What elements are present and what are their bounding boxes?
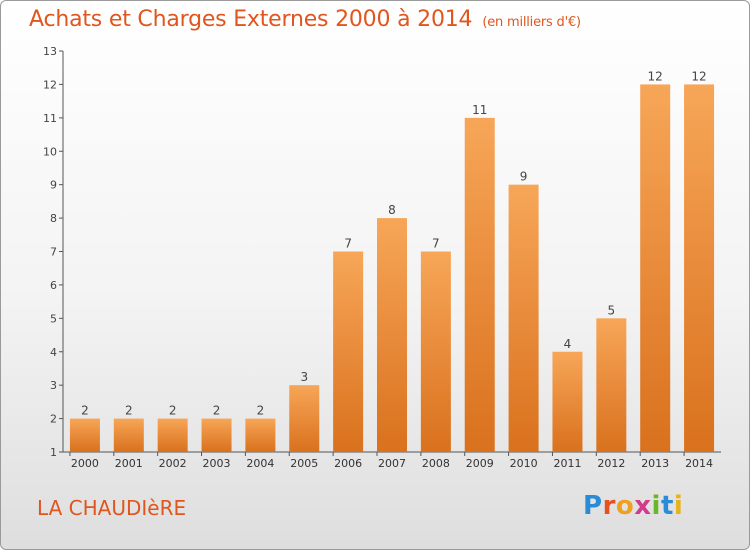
x-tick-label: 2009 xyxy=(466,457,494,470)
bar xyxy=(596,318,627,452)
y-tick-label: 7 xyxy=(50,246,57,259)
logo-letter: o xyxy=(615,491,635,521)
bar xyxy=(640,84,671,453)
y-tick-label: 1 xyxy=(50,446,57,459)
logo-letter: t xyxy=(660,491,674,521)
bars xyxy=(69,84,715,453)
data-label: 2 xyxy=(125,404,133,418)
y-tick-label: 12 xyxy=(43,78,57,91)
y-tick-label: 2 xyxy=(50,413,57,426)
logo-letter: x xyxy=(634,491,652,521)
data-label: 5 xyxy=(608,303,616,317)
data-label: 2 xyxy=(257,404,265,418)
bar xyxy=(289,385,320,452)
y-tick-label: 8 xyxy=(50,212,57,225)
bar xyxy=(684,84,715,453)
x-tick-label: 2012 xyxy=(597,457,625,470)
y-tick-label: 11 xyxy=(43,112,57,125)
title-text: Achats et Charges Externes 2000 à 2014 xyxy=(29,7,473,32)
x-tick-label: 2000 xyxy=(71,457,99,470)
logo-letter: P xyxy=(583,491,603,521)
logo-letter: r xyxy=(602,491,616,521)
data-label: 8 xyxy=(388,203,396,217)
x-tick-label: 2013 xyxy=(641,457,669,470)
bar xyxy=(420,251,451,452)
bar xyxy=(508,184,539,452)
data-label: 2 xyxy=(81,404,89,418)
chart-title: Achats et Charges Externes 2000 à 2014 (e… xyxy=(29,7,581,32)
logo-letter: i xyxy=(673,491,684,521)
x-tick-label: 2007 xyxy=(378,457,406,470)
x-tick-label: 2004 xyxy=(246,457,274,470)
y-tick-label: 10 xyxy=(43,145,57,158)
data-label: 11 xyxy=(472,103,487,117)
x-tick-label: 2006 xyxy=(334,457,362,470)
data-label: 7 xyxy=(432,237,440,251)
x-tick-label: 2008 xyxy=(422,457,450,470)
y-tick-label: 3 xyxy=(50,379,57,392)
bar xyxy=(201,418,232,452)
data-labels: 2 2 2 2 2 3 7 8 7 11 9 4 5 12 12 xyxy=(81,69,707,417)
title-unit: (en milliers d'€) xyxy=(482,15,581,30)
logo-letter: i xyxy=(651,491,661,521)
y-tick-label: 13 xyxy=(43,45,57,58)
x-tick-label: 2014 xyxy=(685,457,713,470)
bar xyxy=(377,218,407,452)
x-tick-label: 2011 xyxy=(553,457,581,470)
data-label: 2 xyxy=(169,404,177,418)
bar xyxy=(464,117,495,452)
data-label: 12 xyxy=(691,69,706,83)
data-label: 4 xyxy=(564,337,572,351)
bar xyxy=(333,251,364,452)
y-tick-label: 9 xyxy=(50,179,57,192)
y-tick-label: 6 xyxy=(50,279,57,292)
x-tick-label: 2001 xyxy=(115,457,143,470)
data-label: 2 xyxy=(213,404,221,418)
x-tick-label: 2010 xyxy=(510,457,538,470)
x-tick-label: 2002 xyxy=(159,457,187,470)
place-name: LA CHAUDIèRE xyxy=(37,496,187,520)
x-tick-label: 2003 xyxy=(203,457,231,470)
bar xyxy=(157,418,188,452)
data-label: 9 xyxy=(520,170,528,184)
data-label: 3 xyxy=(300,370,308,384)
data-label: 7 xyxy=(344,237,352,251)
bar xyxy=(245,418,276,452)
x-tick-label: 2005 xyxy=(290,457,318,470)
y-tick-label: 5 xyxy=(50,312,57,325)
data-label: 12 xyxy=(648,69,663,83)
y-tick-label: 4 xyxy=(50,346,57,359)
bar xyxy=(69,418,100,452)
proxiti-logo: Proxiti xyxy=(583,491,683,521)
bar xyxy=(113,418,144,452)
bar xyxy=(552,351,583,452)
